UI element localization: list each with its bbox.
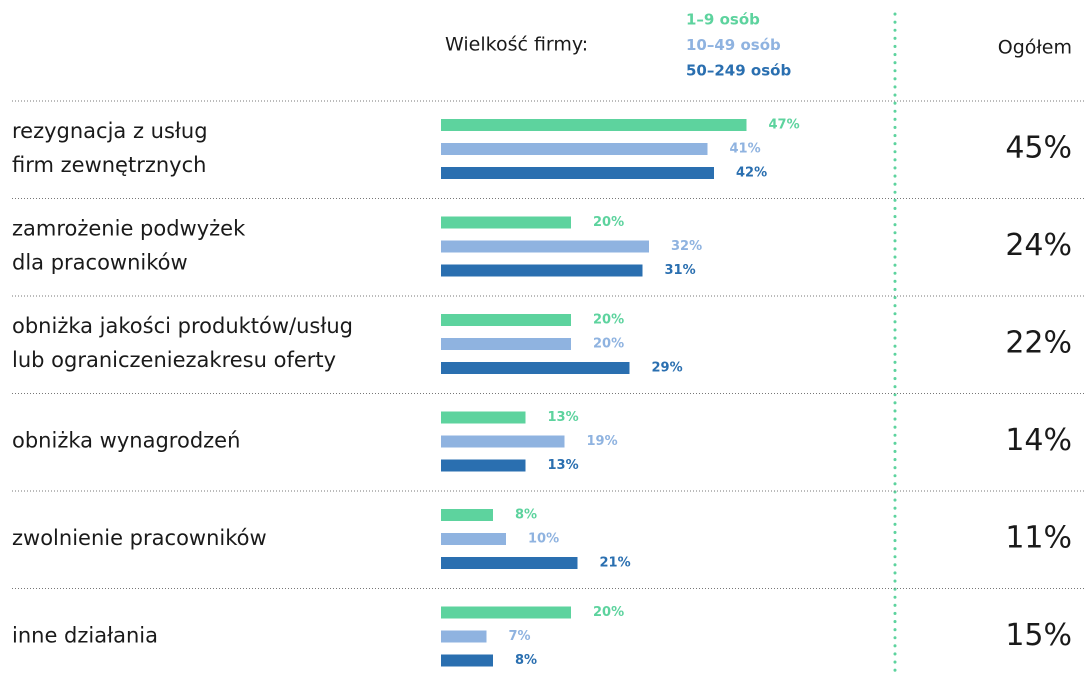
total-value: 14%: [1005, 423, 1072, 458]
value-label: 13%: [548, 458, 579, 473]
value-label: 21%: [600, 556, 631, 571]
category-label: firm zewnętrznych: [12, 153, 206, 177]
value-label: 8%: [515, 653, 537, 668]
legend-label: 50–249 osób: [686, 62, 791, 80]
bar: [441, 606, 571, 619]
value-label: 32%: [671, 239, 702, 254]
bar: [441, 654, 493, 667]
value-label: 8%: [515, 508, 537, 523]
value-label: 20%: [593, 605, 624, 620]
bar: [441, 264, 643, 277]
bar: [441, 459, 526, 472]
value-label: 10%: [528, 532, 559, 547]
category-label: obniżka jakości produktów/usług: [12, 314, 353, 338]
total-value: 45%: [1005, 130, 1072, 165]
category-label: rezygnacja z usług: [12, 119, 208, 143]
bar: [441, 435, 565, 448]
value-label: 13%: [548, 410, 579, 425]
bar: [441, 362, 630, 374]
value-label: 7%: [509, 629, 531, 644]
bar: [441, 167, 714, 179]
bar: [441, 240, 649, 253]
category-label: lub ograniczeniezakresu oferty: [12, 348, 336, 372]
category-label: inne działania: [12, 623, 158, 647]
value-label: 20%: [593, 215, 624, 230]
total-value: 24%: [1005, 228, 1072, 263]
legend-label: 10–49 osób: [686, 36, 781, 54]
value-label: 29%: [652, 361, 683, 376]
legend-title: Wielkość firmy:: [445, 34, 588, 56]
value-label: 20%: [593, 313, 624, 328]
category-label: dla pracowników: [12, 250, 188, 274]
category-label: obniżka wynagrodzeń: [12, 428, 240, 452]
total-value: 22%: [1005, 325, 1072, 360]
category-label: zwolnienie pracowników: [12, 526, 267, 550]
bar: [441, 216, 571, 229]
bar: [441, 509, 493, 521]
bar: [441, 314, 571, 326]
total-value: 11%: [1005, 520, 1072, 555]
value-label: 19%: [587, 434, 618, 449]
bar: [441, 338, 571, 350]
bar: [441, 533, 506, 545]
bar: [441, 411, 526, 424]
value-label: 31%: [665, 263, 696, 278]
legend-label: 1–9 osób: [686, 11, 760, 29]
value-label: 42%: [736, 166, 767, 181]
value-label: 41%: [730, 142, 761, 157]
bar: [441, 143, 708, 155]
bar: [441, 557, 578, 569]
bar: [441, 630, 487, 643]
value-label: 47%: [769, 118, 800, 133]
bar: [441, 119, 747, 131]
category-label: zamrożenie podwyżek: [12, 216, 246, 240]
total-value: 15%: [1005, 618, 1072, 653]
totals-header: Ogółem: [998, 37, 1072, 59]
value-label: 20%: [593, 337, 624, 352]
